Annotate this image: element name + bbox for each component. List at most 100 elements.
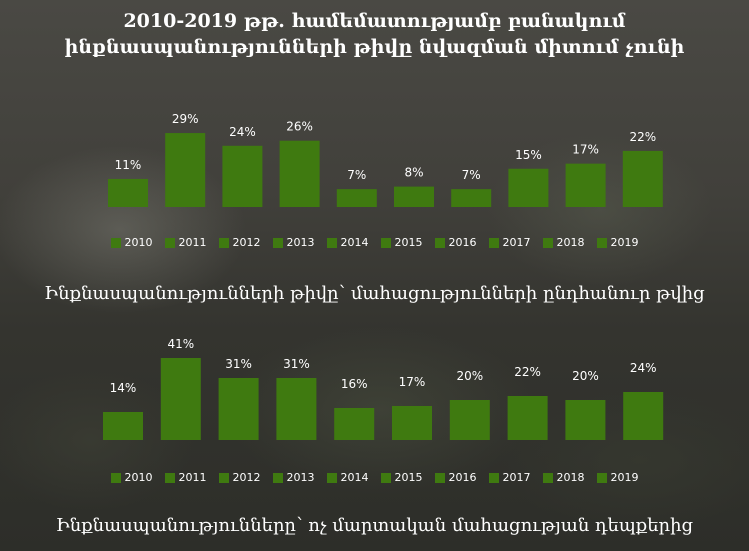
legend-swatch — [488, 472, 499, 483]
legend-swatch — [218, 237, 229, 248]
legend-label: 2015 — [394, 471, 423, 484]
title-line-2: ինքնասպանությունների թիվը նվազման միտում… — [64, 36, 685, 58]
bar-2018 — [565, 163, 606, 207]
legend-item-2012: 2012 — [218, 236, 261, 249]
legend-swatch — [272, 472, 283, 483]
legend-label: 2012 — [232, 471, 261, 484]
bar-2011 — [160, 358, 201, 440]
bar-2016 — [449, 400, 490, 440]
data-label-2016: 20% — [456, 369, 483, 383]
legend-item-2019: 2019 — [596, 471, 639, 484]
data-label-2015: 17% — [399, 375, 426, 389]
data-label-2010: 11% — [115, 158, 142, 172]
legend-label: 2011 — [178, 471, 207, 484]
legend-item-2018: 2018 — [542, 236, 585, 249]
data-label-2016: 7% — [462, 168, 481, 182]
legend-label: 2019 — [610, 236, 639, 249]
legend-item-2011: 2011 — [164, 236, 207, 249]
data-label-2017: 22% — [514, 365, 541, 379]
bar-2013 — [276, 378, 317, 440]
bar-2010 — [103, 412, 143, 440]
legend-label: 2016 — [448, 236, 477, 249]
data-label-2014: 7% — [347, 168, 366, 182]
chart-1-caption: Ինքնասպանությունների թիվը՝ մահացությունն… — [44, 283, 705, 304]
legend-swatch — [542, 237, 553, 248]
legend-swatch — [326, 472, 337, 483]
legend-label: 2014 — [340, 236, 369, 249]
bar-2019 — [623, 392, 664, 440]
legend-item-2010: 2010 — [110, 471, 153, 484]
bar-chart-1: 11% 29% 24% 26% 7% 8% 7% 15% 17% 22% — [108, 112, 663, 207]
legend-swatch — [596, 472, 607, 483]
legend-swatch — [110, 472, 121, 483]
bar-2012 — [222, 145, 263, 207]
legend-label: 2010 — [124, 236, 153, 249]
legend-swatch — [380, 237, 391, 248]
legend-item-2015: 2015 — [380, 236, 423, 249]
bar-2013 — [279, 140, 320, 207]
legend-label: 2018 — [556, 471, 585, 484]
bar-2011 — [165, 133, 206, 207]
legend-label: 2017 — [502, 236, 531, 249]
bar-2018 — [565, 400, 606, 440]
data-label-2011: 29% — [172, 112, 199, 126]
legend-item-2012: 2012 — [218, 471, 261, 484]
legend-label: 2015 — [394, 236, 423, 249]
legend-item-2016: 2016 — [434, 471, 477, 484]
legend-item-2014: 2014 — [326, 236, 369, 249]
data-label-2019: 24% — [630, 361, 657, 375]
legend-item-2011: 2011 — [164, 471, 207, 484]
legend-swatch — [380, 472, 391, 483]
bar-2017 — [508, 168, 549, 207]
chart-2-caption: Ինքնասպանությունները՝ ոչ մարտական մահացո… — [55, 515, 694, 536]
legend-swatch — [164, 237, 175, 248]
legend-label: 2013 — [286, 471, 315, 484]
legend-1: 2010 2011 2012 2013 2014 2015 2016 2017 2018 2019 — [0, 236, 749, 249]
legend-swatch — [434, 472, 445, 483]
data-label-2019: 22% — [629, 130, 656, 144]
data-label-2014: 16% — [341, 377, 368, 391]
legend-swatch — [542, 472, 553, 483]
legend-item-2014: 2014 — [326, 471, 369, 484]
legend-item-2013: 2013 — [272, 236, 315, 249]
legend-swatch — [110, 237, 121, 248]
data-label-2018: 17% — [572, 143, 599, 157]
legend-label: 2018 — [556, 236, 585, 249]
legend-2: 2010 2011 2012 2013 2014 2015 2016 2017 2018 2019 — [0, 471, 749, 484]
legend-swatch — [164, 472, 175, 483]
data-label-2011: 41% — [167, 337, 194, 351]
legend-swatch — [434, 237, 445, 248]
legend-item-2017: 2017 — [488, 471, 531, 484]
bar-2015 — [394, 186, 434, 207]
legend-item-2013: 2013 — [272, 471, 315, 484]
legend-swatch — [272, 237, 283, 248]
data-label-2013: 26% — [286, 120, 313, 134]
legend-label: 2019 — [610, 471, 639, 484]
legend-item-2017: 2017 — [488, 236, 531, 249]
bar-2019 — [622, 150, 663, 207]
legend-label: 2013 — [286, 236, 315, 249]
legend-item-2015: 2015 — [380, 471, 423, 484]
legend-label: 2017 — [502, 471, 531, 484]
bar-chart-2: 14% 41% 31% 31% 16% 17% 20% 22% 20% 24% — [103, 337, 664, 440]
bar-2016 — [451, 189, 492, 207]
data-label-2012: 24% — [229, 125, 256, 139]
bar-2012 — [218, 378, 259, 440]
data-label-2012: 31% — [225, 357, 252, 371]
data-label-2018: 20% — [572, 369, 599, 383]
bar-2010 — [108, 178, 148, 207]
legend-item-2019: 2019 — [596, 236, 639, 249]
bar-2014 — [336, 189, 377, 207]
legend-label: 2012 — [232, 236, 261, 249]
legend-label: 2016 — [448, 471, 477, 484]
title-line-1: 2010-2019 թթ. համեմատությամբ բանակում — [123, 10, 626, 32]
data-label-2013: 31% — [283, 357, 310, 371]
data-label-2017: 15% — [515, 148, 542, 162]
legend-item-2016: 2016 — [434, 236, 477, 249]
data-label-2010: 14% — [110, 381, 137, 395]
legend-swatch — [596, 237, 607, 248]
legend-label: 2010 — [124, 471, 153, 484]
legend-label: 2011 — [178, 236, 207, 249]
legend-swatch — [326, 237, 337, 248]
